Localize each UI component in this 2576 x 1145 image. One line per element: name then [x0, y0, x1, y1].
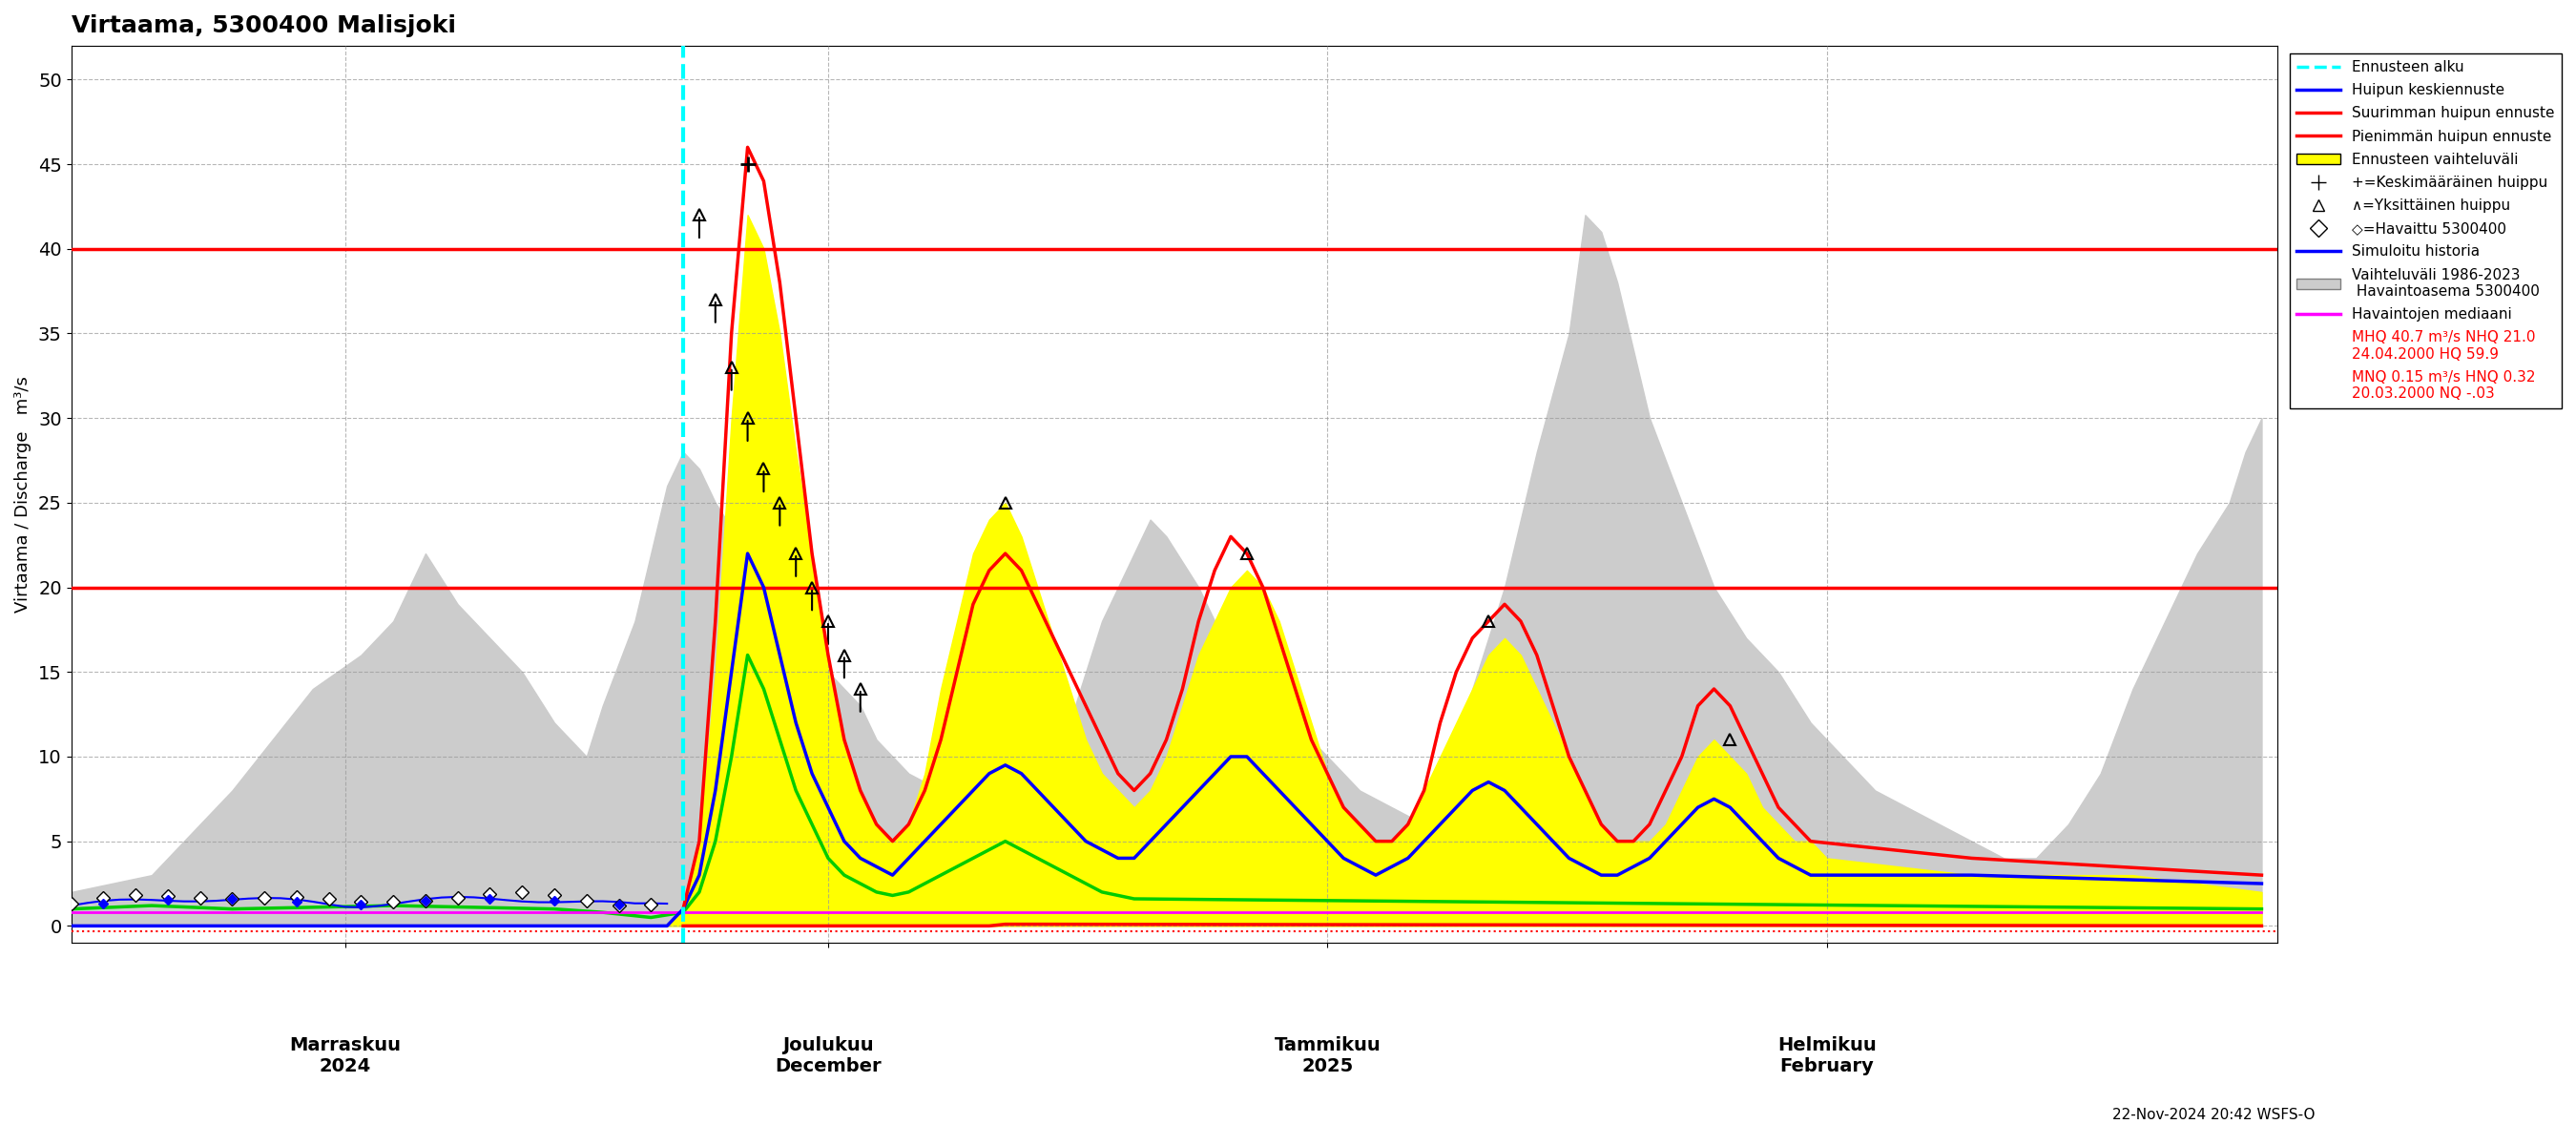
Y-axis label: Virtaama / Discharge   m³/s: Virtaama / Discharge m³/s [15, 376, 31, 613]
Text: 22-Nov-2024 20:42 WSFS-O: 22-Nov-2024 20:42 WSFS-O [2112, 1108, 2316, 1122]
Text: Joulukuu
December: Joulukuu December [775, 1036, 881, 1075]
Text: Virtaama, 5300400 Malisjoki: Virtaama, 5300400 Malisjoki [72, 14, 456, 37]
Legend: Ennusteen alku, Huipun keskiennuste, Suurimman huipun ennuste, Pienimmän huipun : Ennusteen alku, Huipun keskiennuste, Suu… [2290, 53, 2563, 409]
Text: Marraskuu
2024: Marraskuu 2024 [289, 1036, 402, 1075]
Text: Tammikuu
2025: Tammikuu 2025 [1275, 1036, 1381, 1075]
Text: Helmikuu
February: Helmikuu February [1777, 1036, 1875, 1075]
